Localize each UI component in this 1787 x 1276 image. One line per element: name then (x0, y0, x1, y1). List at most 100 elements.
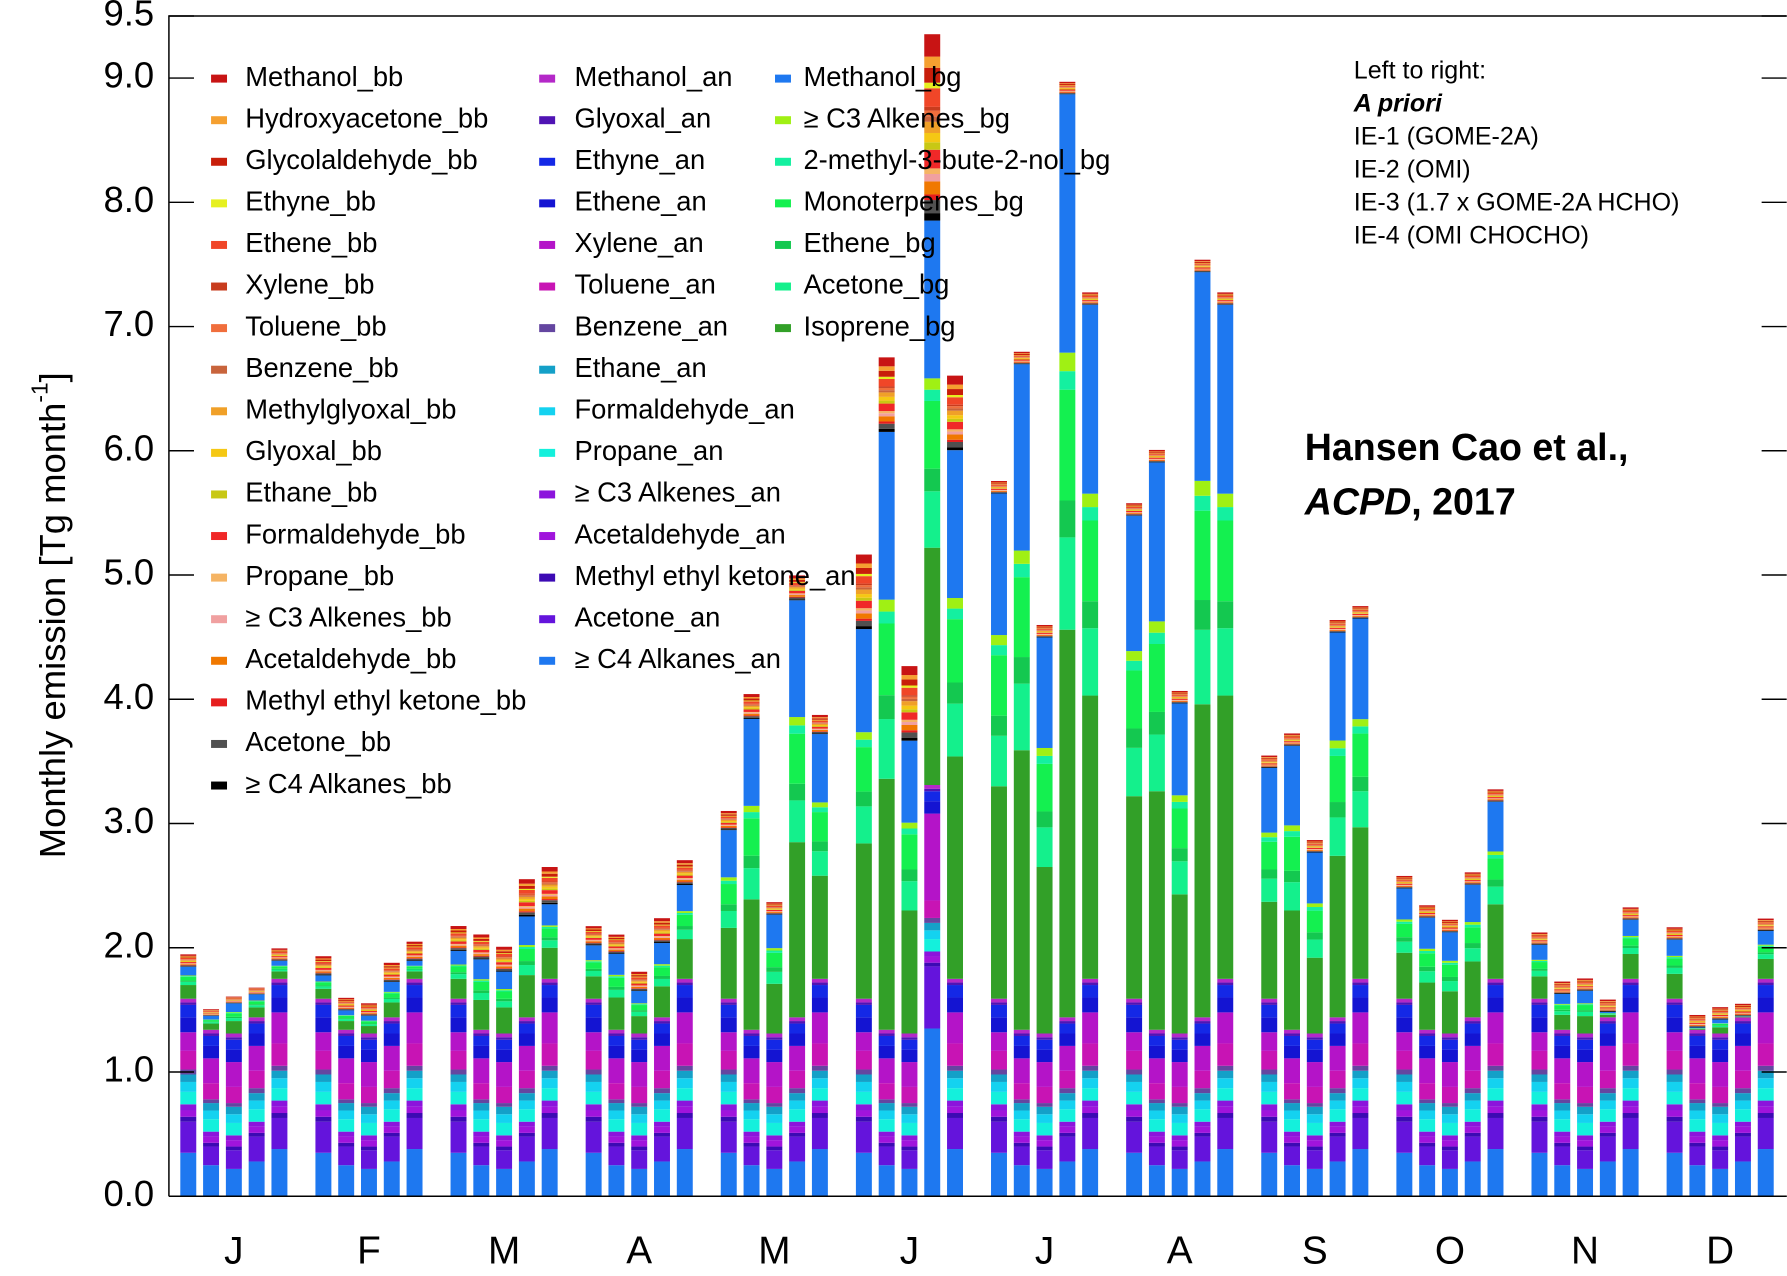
bar-segment (1306, 852, 1323, 904)
bar-segment (1036, 636, 1053, 637)
bar-segment (1194, 1023, 1211, 1034)
bar-segment (608, 951, 625, 953)
bar-segment (1757, 997, 1774, 1013)
bar-segment (1329, 629, 1346, 631)
bar-segment (1734, 1014, 1751, 1016)
bar-segment (450, 1152, 467, 1197)
bar-segment (585, 939, 602, 941)
bar-segment (450, 1074, 467, 1082)
bar-segment (720, 821, 737, 823)
bar-segment (811, 1100, 828, 1107)
bar-segment (518, 896, 535, 899)
bar-segment (1599, 1070, 1616, 1089)
bar-segment (1013, 1146, 1030, 1166)
scenario-heading: Left to right: (1354, 56, 1486, 84)
bar-segment (1689, 1131, 1706, 1137)
bar-segment (743, 701, 760, 704)
bar-segment (1757, 918, 1774, 921)
bar-segment (338, 1001, 355, 1003)
bar-segment (947, 985, 963, 998)
bar-segment (1396, 883, 1413, 885)
bar-segment (1622, 1070, 1639, 1079)
bar-segment (878, 413, 895, 417)
bar-segment (406, 951, 423, 953)
bar-segment (901, 1037, 918, 1040)
bar-segment (654, 1109, 670, 1122)
bar-segment (1171, 1037, 1188, 1040)
bar-segment (878, 1165, 895, 1197)
bar-segment (654, 965, 670, 968)
bar-segment (541, 899, 558, 901)
bar-segment (383, 962, 400, 966)
bar-segment (1419, 1045, 1436, 1059)
bar-segment (878, 611, 895, 624)
bar-segment (789, 733, 806, 784)
bar-segment (383, 1126, 400, 1133)
bar-segment (720, 1050, 737, 1070)
bar-segment (789, 579, 806, 582)
bar-segment (360, 1026, 377, 1034)
bar-segment (203, 1083, 220, 1100)
bar-segment (1689, 1045, 1706, 1059)
bar-segment (473, 1058, 490, 1084)
bar-segment (496, 1001, 513, 1008)
bar-segment (1396, 879, 1413, 881)
legend-label: Methanol_bb (245, 61, 403, 92)
bar-segment (1487, 797, 1504, 799)
bar-segment (1329, 623, 1346, 625)
bar-segment (1734, 1136, 1751, 1162)
bar-segment (1577, 1140, 1594, 1147)
bar-segment (1261, 1017, 1278, 1033)
bar-segment (1126, 509, 1143, 510)
bar-segment (315, 974, 332, 976)
bar-segment (855, 1081, 872, 1092)
bar-segment (1396, 1081, 1413, 1092)
bar-segment (1554, 1035, 1571, 1046)
bar-segment (496, 1146, 513, 1151)
bar-segment (248, 1100, 265, 1110)
bar-segment (720, 910, 737, 928)
bar-segment (1757, 946, 1774, 953)
bar-segment (1126, 514, 1143, 516)
bar-segment (1419, 1103, 1436, 1111)
bar-segment (720, 830, 737, 878)
bar-segment (315, 1110, 332, 1117)
bar-segment (924, 82, 941, 89)
bar-segment (1441, 1150, 1458, 1169)
bar-segment (1194, 1161, 1211, 1197)
bar-segment (811, 1012, 828, 1044)
legend-swatch (211, 656, 228, 665)
bar-segment (855, 1032, 872, 1051)
bar-segment (1622, 918, 1639, 920)
bar-segment (1352, 1149, 1369, 1197)
bar-segment (1148, 456, 1165, 458)
bar-segment (1284, 744, 1300, 746)
bar-segment (1284, 740, 1300, 741)
bar-segment (406, 960, 423, 961)
bar-segment (1059, 94, 1076, 353)
bar-segment (743, 716, 760, 718)
legend-swatch (211, 739, 228, 748)
bar-segment (225, 1000, 242, 1002)
bar-segment (1171, 1114, 1188, 1123)
legend-label: Glyoxal_bb (245, 435, 382, 466)
bar-segment (1306, 1103, 1323, 1107)
bar-segment (1194, 269, 1211, 271)
bar-segment (1352, 982, 1369, 986)
bar-segment (225, 1018, 242, 1022)
bar-segment (315, 958, 332, 960)
bar-segment (743, 1142, 760, 1147)
bar-segment (1171, 692, 1188, 694)
bar-segment (1217, 1088, 1234, 1101)
bar-segment (1261, 763, 1278, 765)
bar-segment (585, 1104, 602, 1111)
bar-segment (766, 904, 783, 906)
bar-segment (947, 1012, 963, 1044)
bar-segment (338, 1103, 355, 1111)
bar-segment (811, 1065, 828, 1071)
bar-segment (654, 936, 670, 937)
bar-segment (789, 1100, 806, 1110)
bar-segment (541, 1100, 558, 1107)
bar-segment (315, 1050, 332, 1070)
bar-segment (541, 886, 558, 889)
